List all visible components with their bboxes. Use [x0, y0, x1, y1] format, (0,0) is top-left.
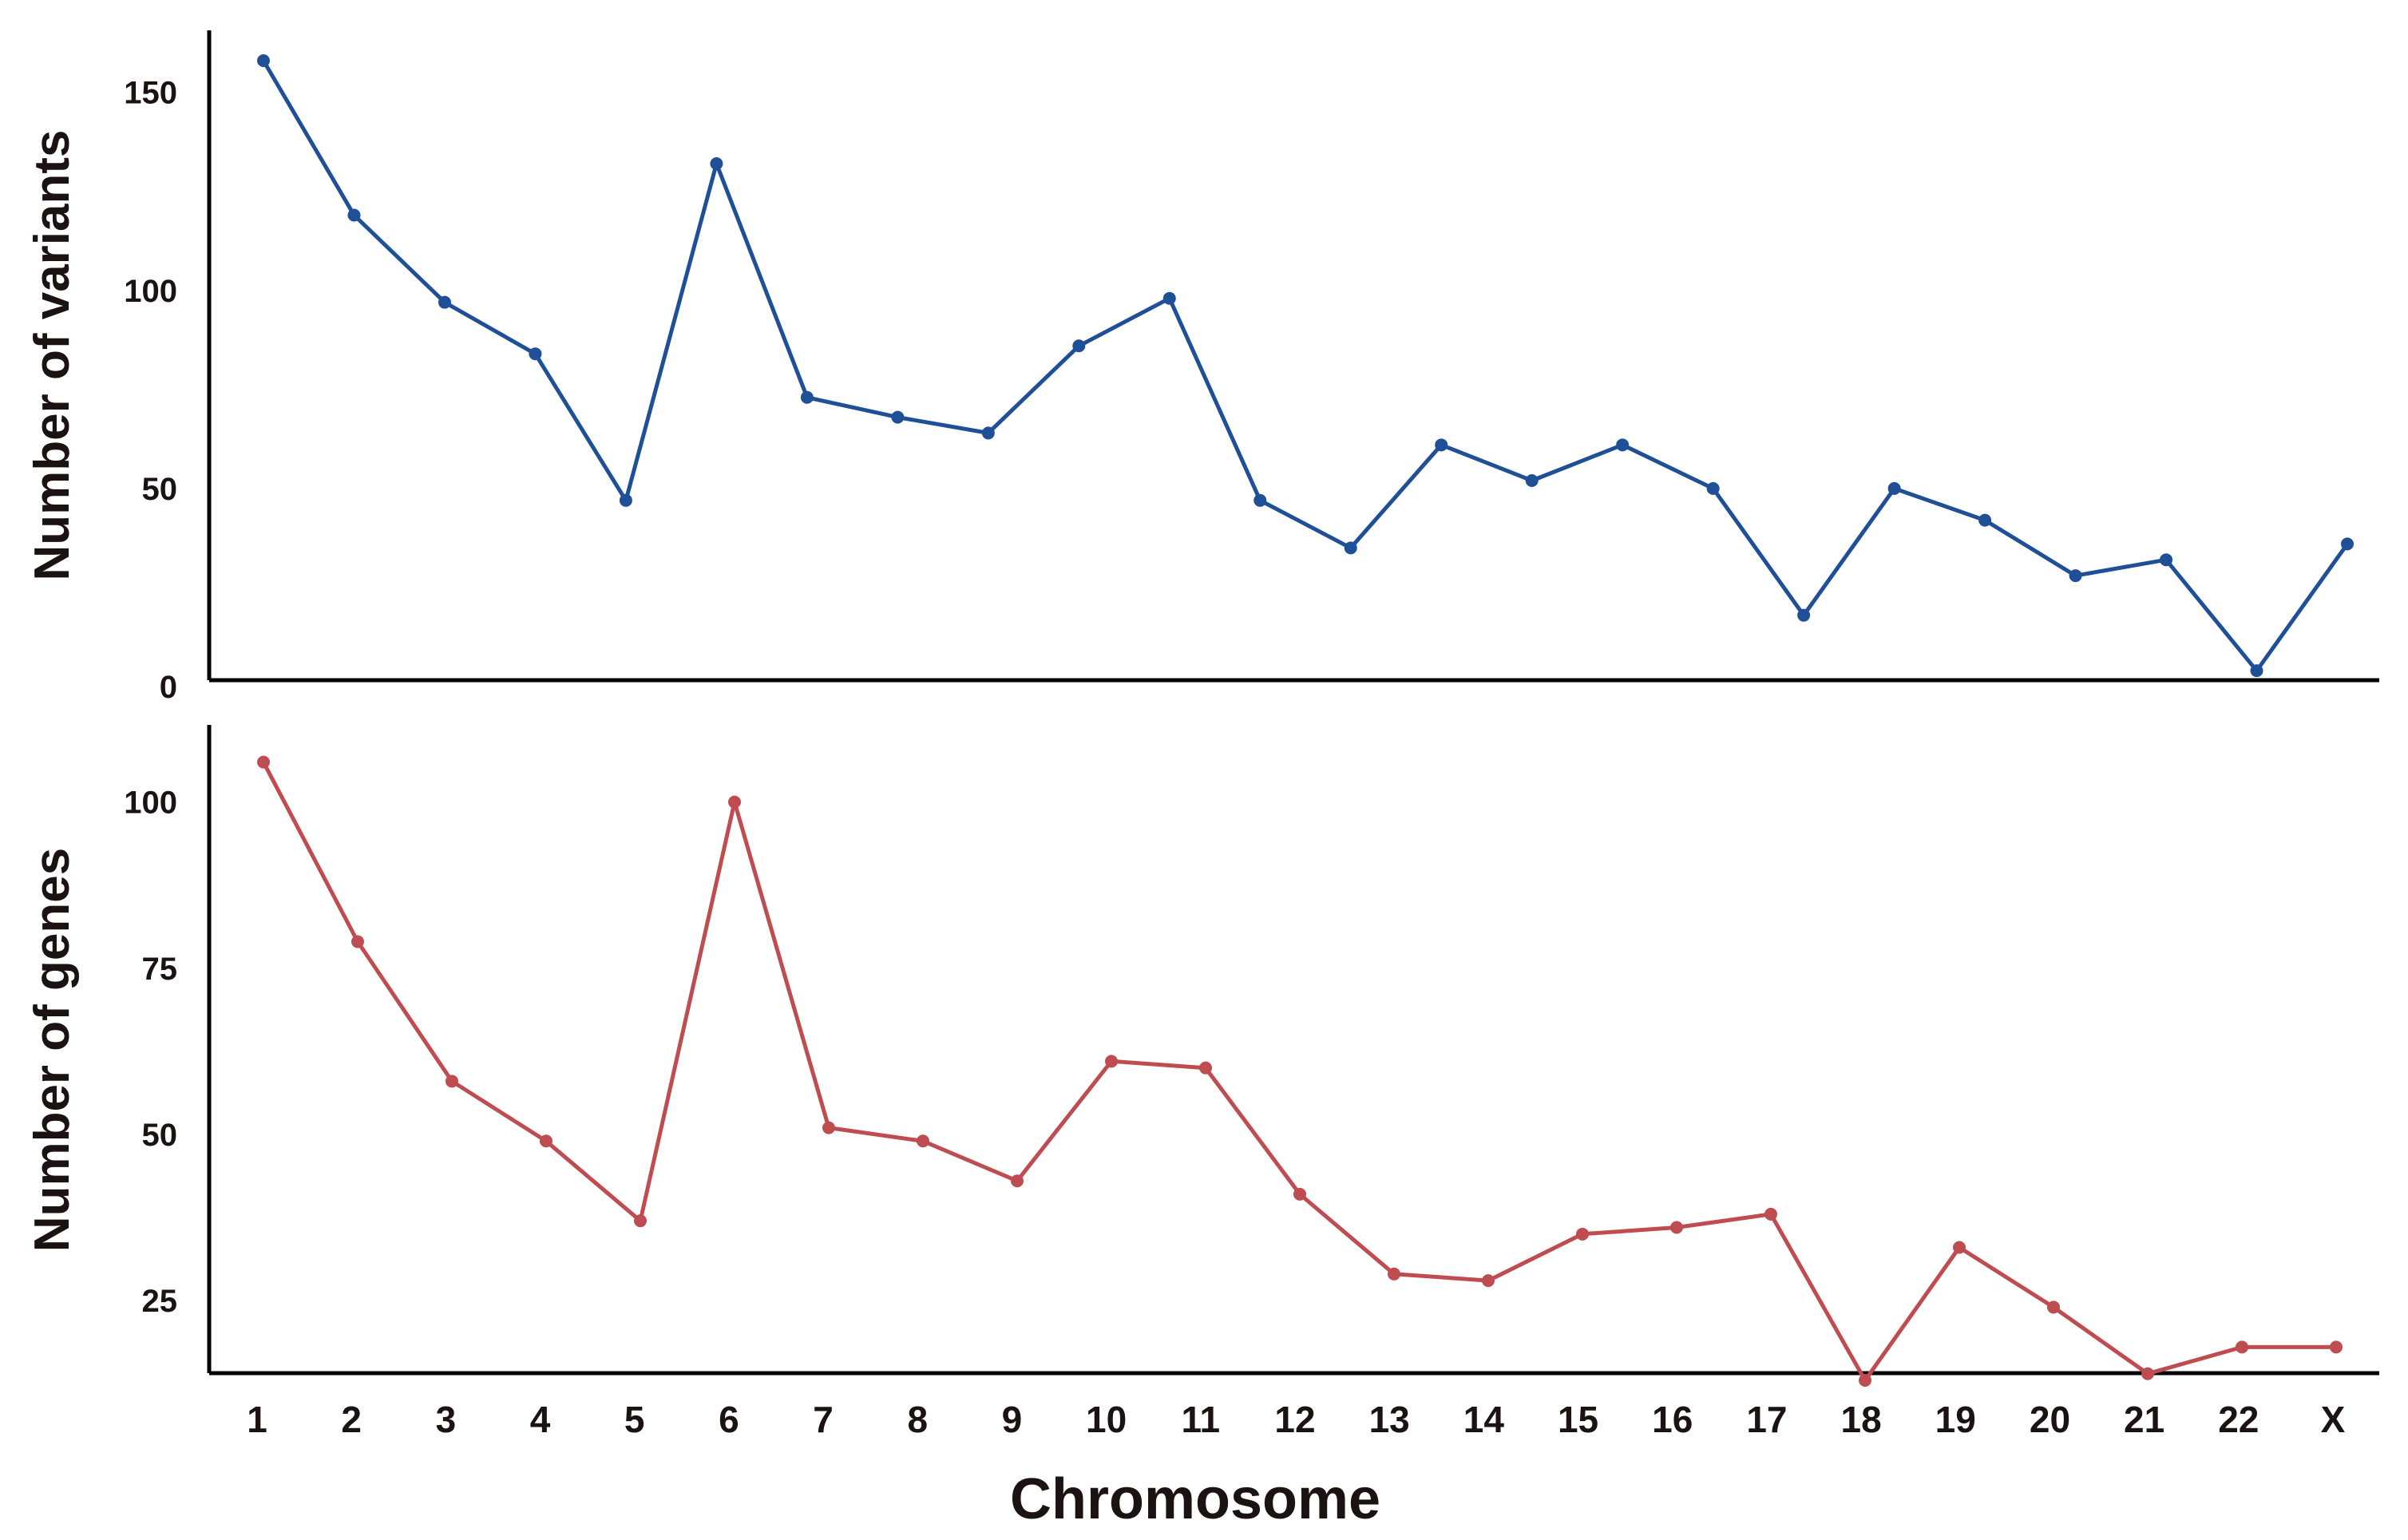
- genes-data-point: [917, 1134, 929, 1148]
- genes-y-tick-label: 50: [142, 1118, 178, 1153]
- genes-data-point: [1764, 1207, 1777, 1221]
- chromosome-tick-label: 19: [1935, 1399, 1976, 1440]
- genes-data-point: [1953, 1241, 1966, 1254]
- variants-y-tick-label: 150: [124, 76, 177, 111]
- chromosome-tick-label: 7: [813, 1399, 834, 1440]
- chromosome-tick-label: 10: [1086, 1399, 1127, 1440]
- chromosome-tick-label: 5: [624, 1399, 645, 1440]
- genes-data-point: [1388, 1267, 1400, 1281]
- variants-data-point: [438, 295, 451, 309]
- variants-data-point: [1978, 513, 1992, 527]
- genes-data-point: [2330, 1340, 2343, 1354]
- chromosome-tick-label: 13: [1369, 1399, 1410, 1440]
- variants-data-point: [257, 54, 270, 67]
- genes-data-point: [2236, 1340, 2248, 1354]
- variants-data-point: [1435, 438, 1448, 452]
- chromosome-tick-label: 4: [530, 1399, 551, 1440]
- chromosome-tick-label: 8: [907, 1399, 928, 1440]
- variants-panel: Number of variants 0 50 100 150: [25, 30, 2379, 705]
- chromosome-tick-label: 14: [1463, 1399, 1505, 1440]
- genes-data-point: [2141, 1367, 2154, 1380]
- variants-data-point: [2160, 553, 2173, 567]
- variants-data-point: [1797, 608, 1811, 622]
- chromosome-tick-label: 20: [2030, 1399, 2070, 1440]
- chromosome-x-axis-title: Chromosome: [1010, 1467, 1380, 1531]
- variants-data-point: [2250, 664, 2263, 678]
- variants-y-axis-title: Number of variants: [25, 129, 80, 580]
- variants-data-point: [1162, 291, 1176, 305]
- genes-data-point: [1670, 1221, 1683, 1234]
- genes-y-tick-label: 100: [124, 786, 177, 821]
- genes-data-point: [2047, 1300, 2060, 1314]
- genes-data-point: [1482, 1274, 1495, 1288]
- variants-data-point: [1254, 493, 1267, 507]
- variants-data-point: [1525, 473, 1539, 487]
- genes-data-point: [634, 1214, 647, 1228]
- chromosome-tick-label: 17: [1746, 1399, 1787, 1440]
- genes-data-point: [446, 1075, 458, 1088]
- variants-data-point: [529, 347, 542, 361]
- variants-data-point: [981, 426, 995, 440]
- genes-data-point: [1576, 1227, 1589, 1241]
- genes-y-tick-label: 75: [142, 952, 178, 987]
- chromosome-tick-label: 18: [1841, 1399, 1882, 1440]
- chromosome-tick-label: 3: [436, 1399, 457, 1440]
- genes-data-point: [822, 1121, 835, 1134]
- genes-y-tick-label: 25: [142, 1284, 178, 1319]
- variants-data-point: [1887, 481, 1901, 495]
- variants-data-point: [710, 157, 723, 171]
- chromosome-tick-label: 16: [1652, 1399, 1693, 1440]
- genes-data-point: [1199, 1061, 1212, 1075]
- variants-data-point: [1616, 438, 1630, 452]
- variants-data-point: [2069, 569, 2082, 583]
- chromosome-tick-label: 22: [2218, 1399, 2259, 1440]
- genes-data-point: [351, 935, 364, 948]
- variants-data-point: [2341, 537, 2354, 551]
- chromosome-tick-label: 2: [341, 1399, 362, 1440]
- genes-data-point: [1293, 1187, 1306, 1201]
- variants-data-point: [1344, 541, 1357, 555]
- variants-data-point: [1706, 481, 1720, 495]
- genes-series-line: [261, 760, 2339, 1383]
- variants-data-point: [1072, 339, 1086, 353]
- chromosome-x-tick-labels: 1 2 3 4 5 6 7 8 9 10 11 12 13 14 15 16 17 18 19 20 21 22 X: [247, 1399, 2345, 1440]
- variants-data-point: [891, 410, 905, 424]
- chromosome-tick-label: X: [2321, 1399, 2346, 1440]
- genes-data-point: [540, 1134, 552, 1148]
- variants-data-point: [800, 390, 814, 404]
- chromosome-tick-label: 12: [1274, 1399, 1315, 1440]
- chromosome-tick-label: 11: [1181, 1399, 1220, 1440]
- variants-y-tick-label: 100: [124, 274, 177, 309]
- genes-data-point: [1859, 1374, 1871, 1388]
- chromosome-tick-label: 1: [247, 1399, 267, 1440]
- chromosome-tick-label: 15: [1558, 1399, 1598, 1440]
- genes-data-point: [728, 795, 741, 809]
- variants-y-tick-label: 0: [160, 670, 177, 705]
- genes-panel: Number of genes 25 50 75 100: [25, 725, 2379, 1388]
- variants-data-point: [619, 493, 632, 507]
- chromosome-tick-label: 9: [1002, 1399, 1023, 1440]
- genes-y-axis-title: Number of genes: [25, 848, 80, 1252]
- variants-series-line: [261, 58, 2350, 673]
- variants-data-point: [347, 208, 361, 222]
- genes-data-point: [1105, 1055, 1118, 1068]
- genes-data-point: [1011, 1174, 1024, 1188]
- chromosome-tick-label: 6: [719, 1399, 739, 1440]
- genes-data-point: [257, 755, 270, 769]
- variants-y-tick-label: 50: [142, 472, 178, 507]
- chromosome-tick-label: 21: [2124, 1399, 2164, 1440]
